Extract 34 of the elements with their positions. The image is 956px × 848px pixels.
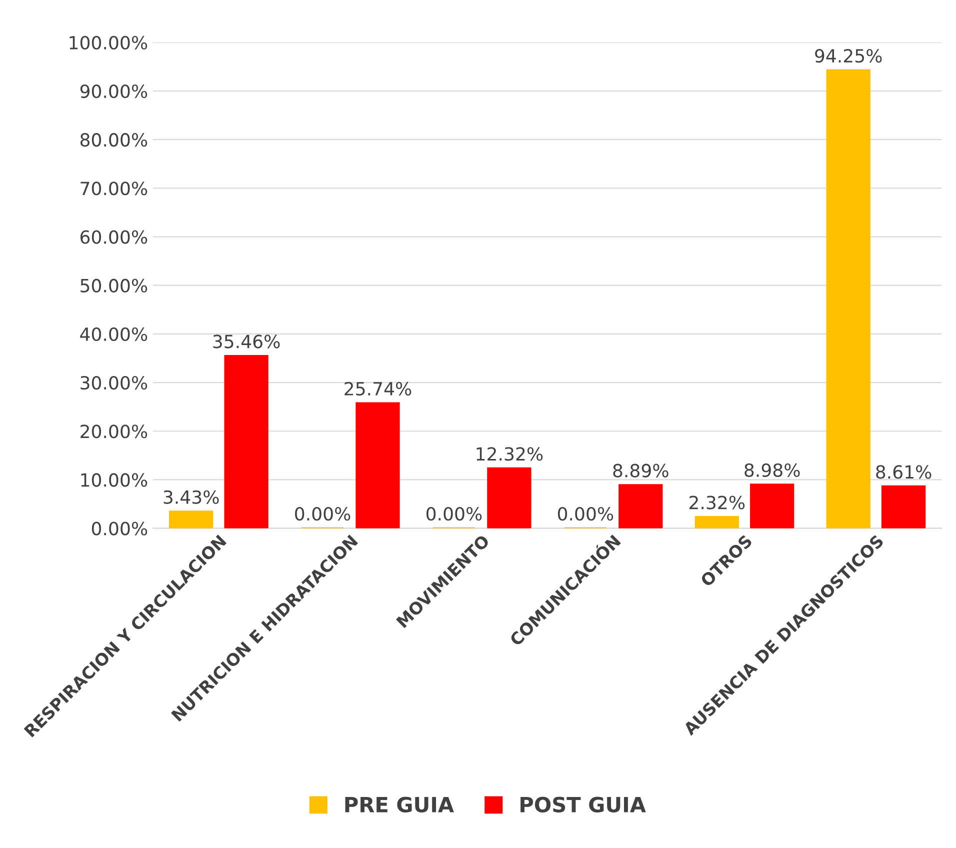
- y-tick-label: 80.00%: [80, 133, 148, 147]
- y-tick-label: 70.00%: [80, 182, 148, 196]
- data-label: 35.46%: [213, 334, 280, 348]
- bar: [750, 484, 794, 528]
- bar: [694, 516, 739, 528]
- y-tick-label: 20.00%: [80, 424, 148, 438]
- bar: [826, 69, 870, 528]
- bar: [224, 354, 268, 528]
- data-label: 3.43%: [164, 490, 219, 504]
- data-label: 94.25%: [815, 49, 882, 63]
- data-label: 0.00%: [426, 506, 482, 521]
- data-label: 0.00%: [558, 506, 614, 521]
- y-tick-label: 100.00%: [70, 36, 148, 50]
- data-label: 8.89%: [613, 464, 668, 478]
- y-tick-label: 60.00%: [80, 230, 148, 244]
- y-tick-label: 10.00%: [81, 473, 148, 487]
- data-label: 12.32%: [476, 447, 543, 461]
- data-label: 2.32%: [690, 496, 745, 510]
- bar: [881, 485, 926, 528]
- y-tick-label: 90.00%: [80, 84, 148, 98]
- y-tick-label: 30.00%: [80, 376, 148, 390]
- y-tick-label: 0.00%: [92, 522, 148, 536]
- data-label: 25.74%: [344, 382, 412, 396]
- bar: [169, 510, 214, 528]
- y-tick-label: 50.00%: [80, 278, 148, 292]
- bar: [356, 402, 400, 528]
- bar: [487, 467, 532, 528]
- legend-label: POST GUIA: [520, 796, 646, 812]
- bar: [618, 484, 663, 528]
- data-label: 8.61%: [876, 465, 932, 479]
- data-label: 0.00%: [295, 506, 350, 521]
- y-tick-label: 40.00%: [80, 327, 148, 342]
- data-label: 8.98%: [744, 463, 800, 478]
- legend-label: PRE GUIA: [345, 796, 454, 812]
